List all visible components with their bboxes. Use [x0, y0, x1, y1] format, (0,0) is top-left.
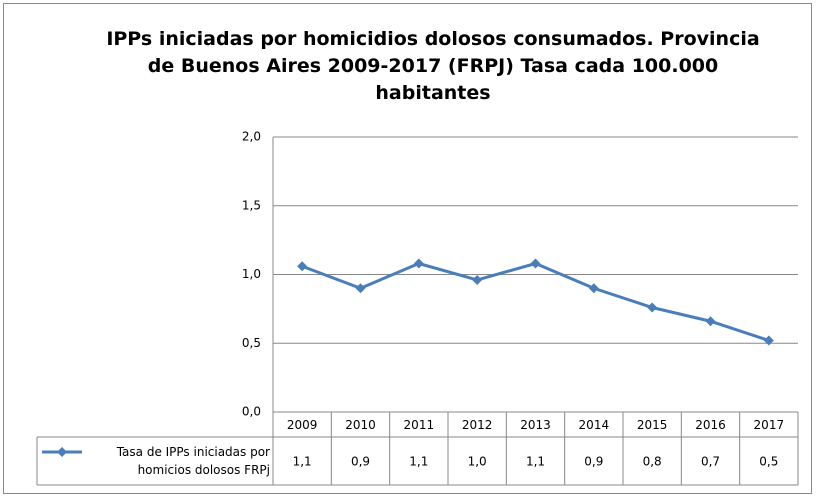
marker — [413, 258, 424, 269]
legend-label: Tasa de IPPs iniciadas por homicios dolo… — [116, 445, 270, 477]
table-value: 0,5 — [759, 455, 778, 469]
x-tick-label: 2009 — [287, 418, 318, 432]
x-tick-label: 2011 — [404, 418, 435, 432]
table-value: 0,9 — [584, 455, 603, 469]
marker — [647, 302, 658, 313]
x-tick-label: 2010 — [345, 418, 376, 432]
table-value: 0,7 — [701, 455, 720, 469]
x-tick-label: 2015 — [637, 418, 668, 432]
marker — [588, 283, 599, 294]
y-tick-label: 1,5 — [242, 198, 261, 212]
y-tick-label: 1,0 — [242, 267, 261, 281]
marker — [297, 261, 308, 272]
y-tick-label: 2,0 — [242, 130, 261, 144]
x-tick-label: 2014 — [579, 418, 610, 432]
marker — [472, 275, 483, 285]
x-tick-label: 2016 — [695, 418, 726, 432]
table-value: 1,1 — [293, 455, 312, 469]
chart-title: IPPs iniciadas por homicidios dolosos co… — [106, 28, 760, 104]
table-value: 1,1 — [526, 455, 545, 469]
marker — [705, 316, 716, 327]
x-tick-label: 2013 — [520, 418, 551, 432]
table-value: 1,1 — [409, 455, 428, 469]
table-value: 0,8 — [643, 455, 662, 469]
x-tick-label: 2012 — [462, 418, 493, 432]
y-tick-label: 0,0 — [242, 405, 261, 419]
y-tick-label: 0,5 — [242, 336, 261, 350]
marker — [530, 258, 541, 269]
x-tick-label: 2017 — [754, 418, 785, 432]
table-value: 1,0 — [468, 455, 487, 469]
table-value: 0,9 — [351, 455, 370, 469]
legend-marker — [57, 447, 67, 457]
marker — [355, 283, 366, 294]
marker — [763, 335, 774, 346]
